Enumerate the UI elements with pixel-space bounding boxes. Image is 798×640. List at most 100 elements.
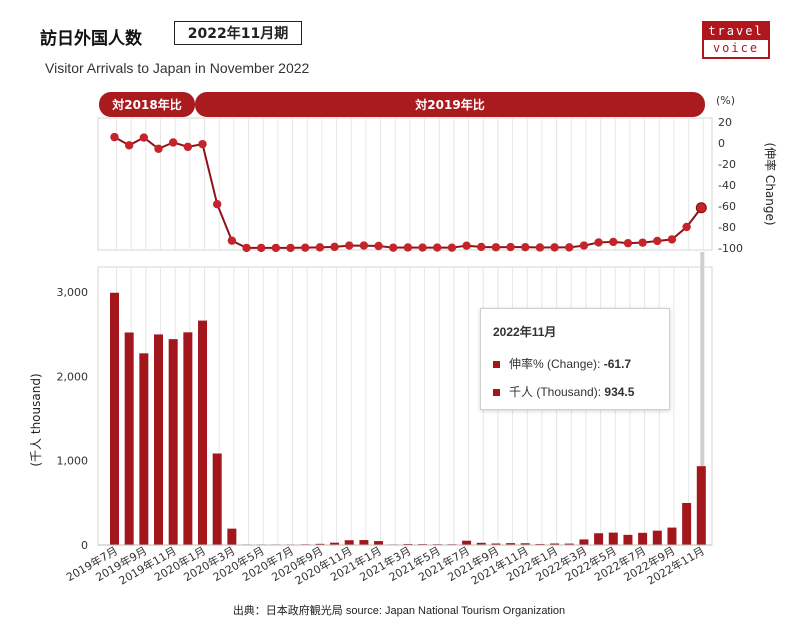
change-point [477,242,486,252]
change-point [506,242,515,252]
change-point [638,238,647,247]
change-point [242,243,251,253]
right-tick-label: -40 [718,179,736,192]
chart-subtitle: Visitor Arrivals to Japan in November 20… [45,60,310,76]
change-point [286,243,295,253]
change-point [462,241,471,250]
change-point [682,222,691,232]
thousand-bar [520,543,530,545]
tooltip-title: 2022年11月 [493,325,557,339]
thousand-bar [608,532,618,545]
change-point [359,241,369,250]
banner-2019 [195,92,705,117]
change-point [433,243,442,252]
change-point [403,243,413,252]
thousand-bar [696,466,706,545]
left-axis-label: (千人 thousand) [29,373,43,466]
series-marker-icon [493,389,500,397]
thousand-bar [110,292,119,545]
change-point [550,243,559,252]
change-point [124,141,134,150]
period-badge: 2022年11月期 [174,21,302,45]
right-tick-label: -20 [718,158,736,171]
chart-title: 訪日外国人数 [40,29,142,49]
banner-2019-label: 対2019年比 [414,97,484,112]
thousand-bar [124,332,134,545]
change-point [594,238,603,247]
change-point [535,243,545,252]
change-point [374,241,383,251]
thousand-bar [550,543,560,545]
right-tick-label: -80 [718,221,736,234]
change-point [301,243,310,252]
change-point [579,241,589,250]
tooltip-thousand-label: 千人 (Thousand): [509,385,602,399]
thousand-bar [623,534,633,545]
thousand-bar [212,453,222,545]
change-point [183,142,193,152]
change-point [198,139,207,149]
thousand-bar [359,540,369,545]
thousand-bar [476,542,486,545]
change-point [168,138,178,147]
banner-2018-label: 対2018年比 [111,97,181,112]
thousand-bar [315,543,325,545]
thousand-bar [564,543,574,545]
change-point [315,243,325,252]
thousand-bar [535,543,545,545]
thousand-bar [168,339,178,545]
change-point [139,133,149,142]
change-point [257,243,266,253]
thousand-bar [682,502,692,545]
right-tick-label: -60 [718,200,736,213]
right-axis-unit: (%) [716,94,735,107]
thousand-bar [227,528,237,545]
chart-tooltip: 2022年11月 伸率% (Change): -61.7 千人 (Thousan… [480,308,670,410]
change-point [623,238,633,248]
tooltip-change-label: 伸率% (Change): [509,357,601,371]
thousand-bar [652,530,662,545]
tooltip-change-value: -61.7 [603,357,632,371]
thousand-bar [374,541,384,545]
thousand-bar [638,532,648,545]
left-tick-label: 0 [81,539,88,552]
tooltip-change-row: 伸率% (Change): -61.7 [493,355,631,372]
thousand-bar [462,540,472,545]
thousand-bar [183,332,193,545]
change-point [110,132,119,142]
left-tick-label: 1,000 [57,455,89,468]
source-note: 出典：日本政府観光局 source: Japan National Touris… [232,605,566,617]
tooltip-thousand-value: 934.5 [604,385,635,399]
change-point [667,235,677,244]
change-point [565,243,574,252]
travelvoice-logo: travel voice [702,21,770,59]
left-tick-label: 3,000 [57,286,89,299]
change-point [227,236,237,245]
change-point [389,243,398,252]
thousand-bar [579,539,589,545]
change-point [609,237,618,247]
change-point [521,242,530,252]
change-point [695,202,707,214]
change-point [154,144,163,153]
thousand-bar [491,543,501,545]
thousand-bar [344,540,354,545]
change-point [418,243,427,252]
right-tick-label: 0 [718,137,725,150]
right-tick-label: -100 [718,242,743,255]
tooltip-thousand-row: 千人 (Thousand): 934.5 [493,383,634,400]
thousand-bar [139,353,149,545]
thousand-bar [198,320,208,545]
right-tick-label: 20 [718,116,732,129]
change-point [330,242,339,252]
change-point [345,241,354,250]
change-point [491,243,501,252]
left-tick-label: 2,000 [57,370,89,383]
thousand-bar [506,543,516,545]
thousand-bar [154,334,164,545]
thousand-bar [403,543,413,545]
change-point [271,243,281,253]
change-point [212,200,222,209]
thousand-bar [594,533,604,545]
